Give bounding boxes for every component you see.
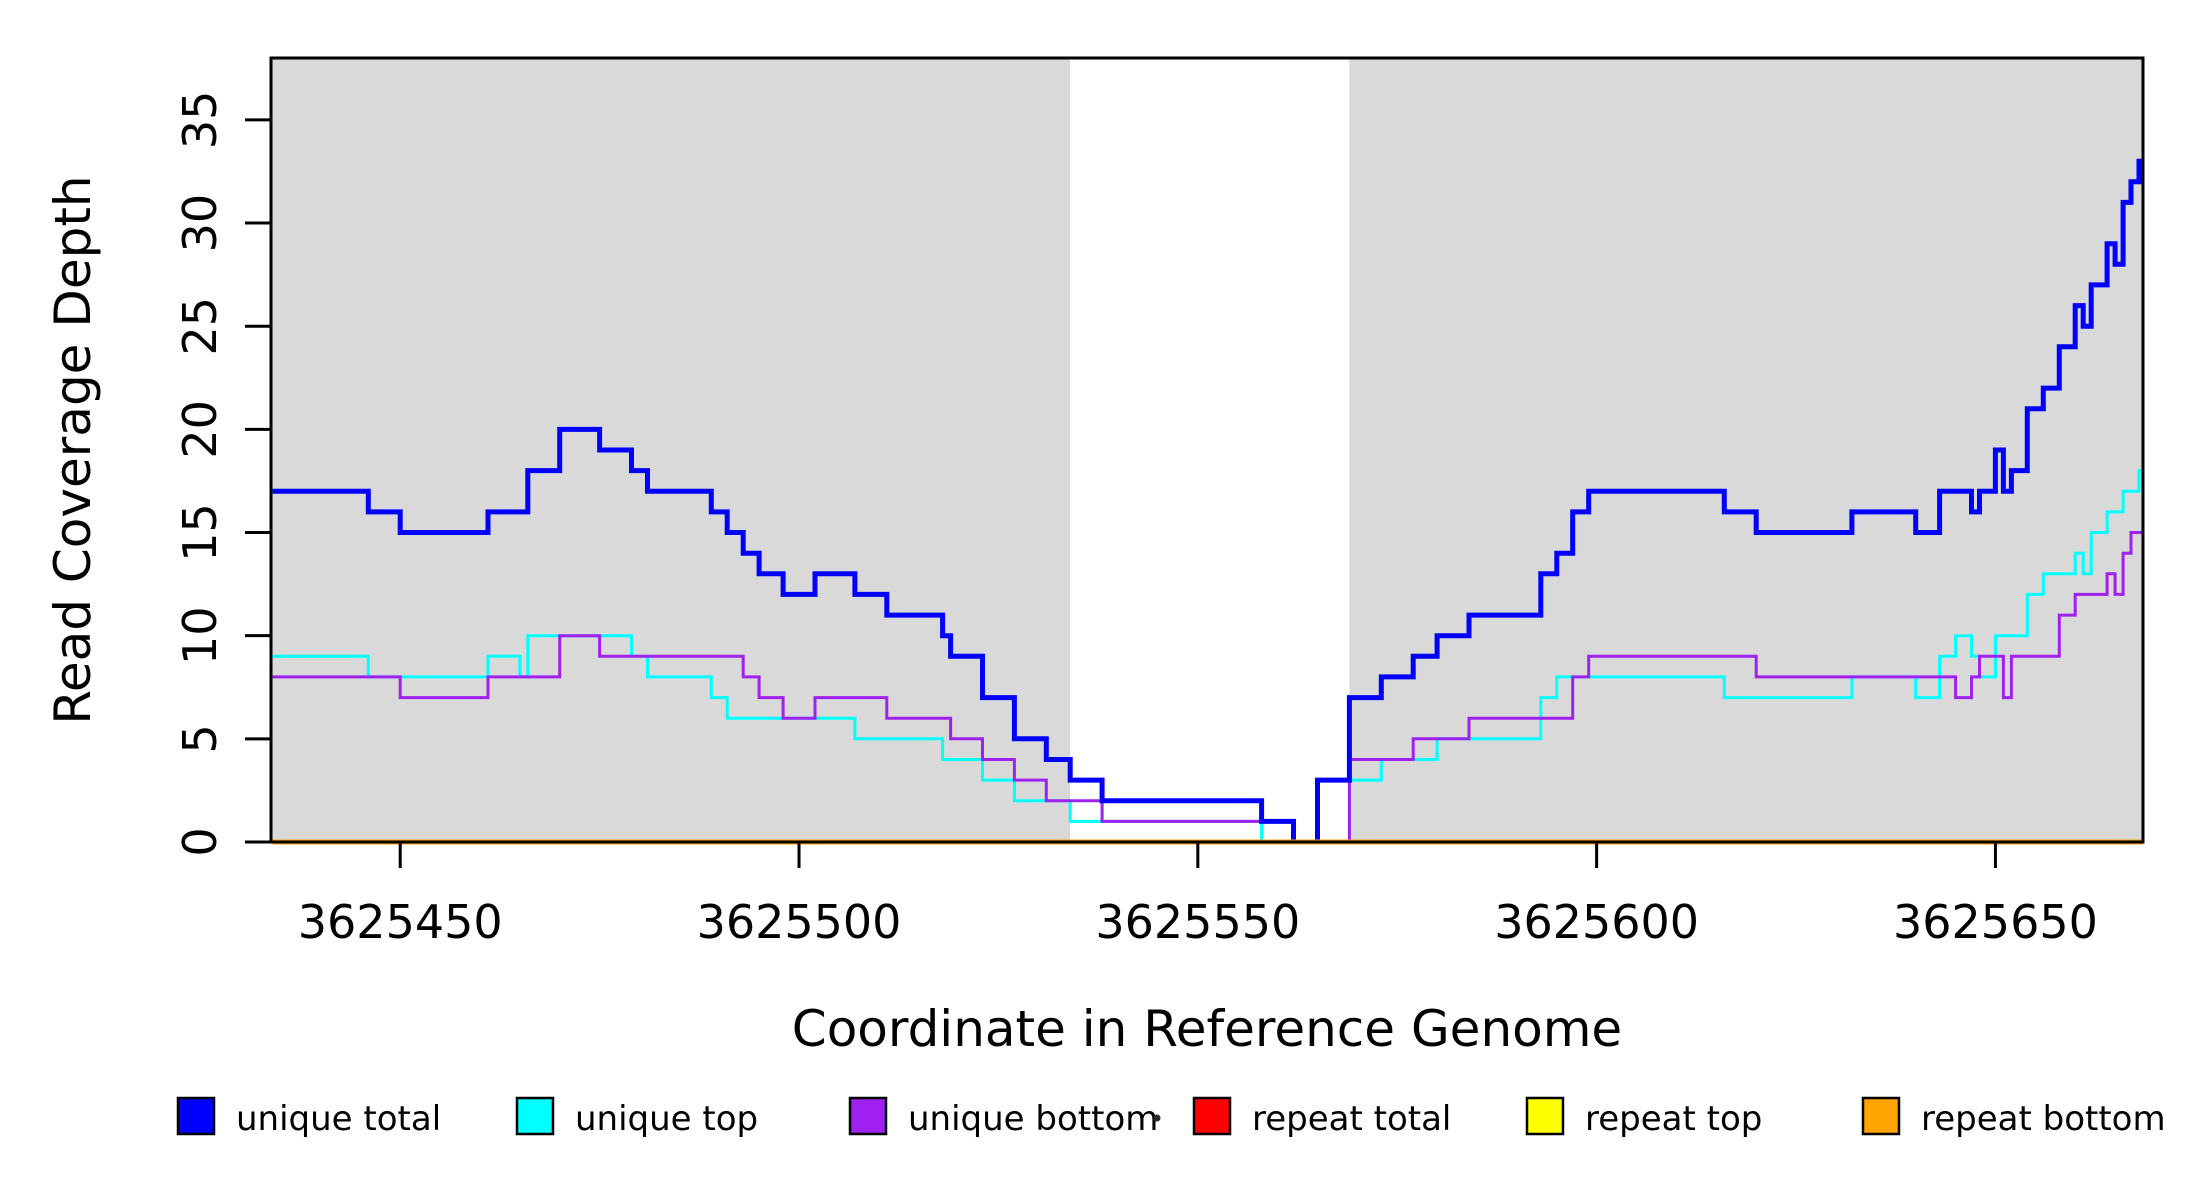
legend-label: unique total	[236, 1099, 441, 1139]
y-tick-label: 5	[173, 724, 227, 753]
y-tick-label: 15	[173, 503, 227, 562]
stray-dot	[1153, 1114, 1161, 1122]
legend-label: repeat bottom	[1921, 1099, 2166, 1139]
plot-border	[269, 56, 2145, 844]
legend-swatch-unique-top	[515, 1096, 555, 1136]
x-tick-label: 3625600	[1494, 895, 1699, 949]
legend-label: repeat total	[1252, 1099, 1451, 1139]
shaded-region-2	[1349, 58, 2143, 842]
legend-swatch-repeat-total	[1192, 1096, 1232, 1136]
series-unique-bottom	[272, 531, 2143, 844]
y-axis-title: Read Coverage Depth	[44, 175, 102, 724]
series-unique-total	[272, 158, 2143, 845]
legend-label: repeat top	[1585, 1099, 1762, 1139]
legend-swatch-repeat-bottom	[1861, 1096, 1901, 1136]
plot-frame-and-axes: 3625450 3625500 3625550 3625600 3625650 0 5 10 1…	[173, 56, 2145, 949]
plot-shaded-regions	[271, 58, 2143, 842]
y-tick-label: 35	[173, 91, 227, 150]
y-tick-label: 10	[173, 606, 227, 665]
legend-entry-unique-total: unique total	[176, 1096, 441, 1139]
legend-swatch-unique-bottom	[848, 1096, 888, 1136]
x-tick-label: 3625650	[1893, 895, 2098, 949]
x-axis-title: Coordinate in Reference Genome	[792, 1000, 1622, 1058]
legend-entry-unique-bottom: unique bottom	[848, 1096, 1158, 1139]
legend-swatch-unique-total	[176, 1096, 216, 1136]
shaded-region-1	[271, 58, 1071, 842]
x-tick-label: 3625450	[298, 895, 503, 949]
y-tick-label: 30	[173, 194, 227, 253]
legend: unique total unique top unique bottom repea…	[176, 1096, 2166, 1139]
y-tick-label: 25	[173, 297, 227, 356]
legend-entry-repeat-top: repeat top	[1525, 1096, 1762, 1139]
legend-label: unique bottom	[908, 1099, 1158, 1139]
legend-label: unique top	[575, 1099, 758, 1139]
legend-entry-repeat-total: repeat total	[1192, 1096, 1451, 1139]
x-tick-label: 3625550	[1095, 895, 1300, 949]
legend-swatch-repeat-top	[1525, 1096, 1565, 1136]
y-tick-label: 0	[173, 827, 227, 856]
x-tick-label: 3625500	[697, 895, 902, 949]
legend-entry-repeat-bottom: repeat bottom	[1861, 1096, 2166, 1139]
y-tick-label: 20	[173, 400, 227, 459]
legend-entry-unique-top: unique top	[515, 1096, 758, 1139]
